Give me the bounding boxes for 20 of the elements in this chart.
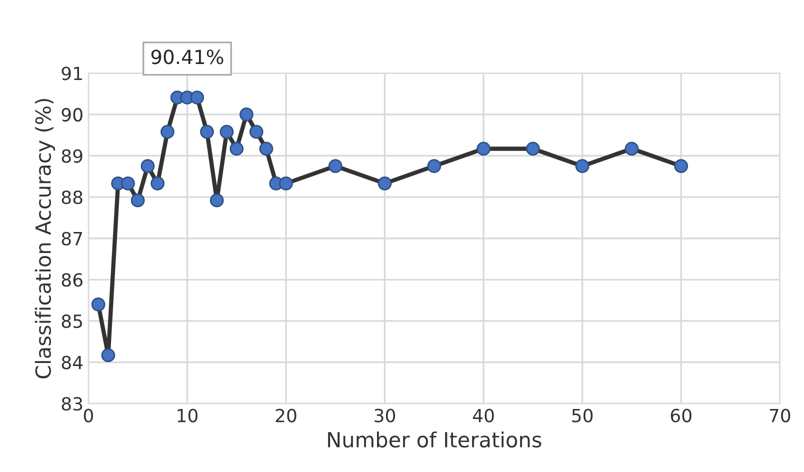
y-tick-label: 88: [62, 190, 82, 204]
y-tick-label: 85: [62, 314, 82, 328]
x-axis-title: Number of Iterations: [328, 431, 542, 448]
x-tick-label: 20: [276, 408, 296, 422]
x-tick-label: 70: [770, 408, 790, 422]
y-tick-label: 90: [62, 108, 82, 122]
x-tick-label: 50: [572, 408, 593, 422]
x-tick-label: 10: [178, 408, 198, 422]
x-tick-label: 30: [374, 408, 396, 422]
y-tick-label: 86: [62, 273, 82, 287]
y-tick-label: 87: [62, 232, 82, 246]
y-tick-label: 84: [62, 356, 83, 370]
y-tick-label: 91: [62, 66, 82, 80]
x-tick-label: 0: [84, 408, 93, 422]
x-tick-label: 60: [670, 408, 692, 422]
x-tick-label: 40: [472, 408, 494, 422]
y-tick-label: 83: [62, 397, 82, 411]
y-axis-title: Classification Accuracy (%): [34, 99, 56, 378]
annotation: 90.41%: [151, 50, 224, 64]
y-tick-label: 89: [62, 149, 82, 163]
